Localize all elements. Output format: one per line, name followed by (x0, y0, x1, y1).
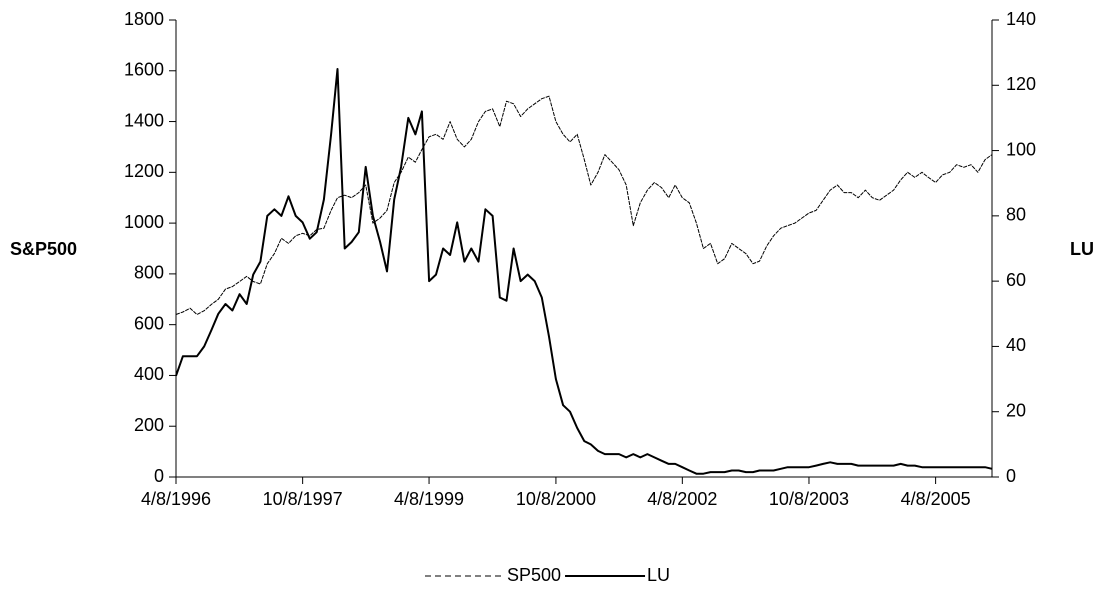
x-tick-label: 10/8/2000 (516, 489, 596, 509)
series-line (175, 68, 993, 475)
x-tick-label: 10/8/1997 (263, 489, 343, 509)
x-tick-label: 4/8/2002 (647, 489, 717, 509)
x-tick-label: 4/8/1996 (141, 489, 211, 509)
y-tick-label: 600 (134, 313, 164, 333)
y2-tick-label: 140 (1006, 9, 1036, 29)
y-tick-label: 1200 (124, 161, 164, 181)
y2-tick-label: 20 (1006, 400, 1026, 420)
y-tick-label: 1600 (124, 60, 164, 80)
x-tick-label: 4/8/2005 (901, 489, 971, 509)
y2-tick-label: 80 (1006, 205, 1026, 225)
x-tick-label: 4/8/1999 (394, 489, 464, 509)
y2-tick-label: 0 (1006, 466, 1016, 486)
x-tick-label: 10/8/2003 (769, 489, 849, 509)
y2-tick-label: 120 (1006, 74, 1036, 94)
y2-tick-label: 100 (1006, 139, 1036, 159)
y-tick-label: 400 (134, 364, 164, 384)
y-tick-label: 1800 (124, 9, 164, 29)
y2-tick-label: 60 (1006, 270, 1026, 290)
y2-tick-label: 40 (1006, 335, 1026, 355)
y-tick-label: 200 (134, 415, 164, 435)
y2-axis-title: LU (1070, 239, 1094, 259)
y-tick-label: 1400 (124, 110, 164, 130)
legend-label: SP500 (507, 565, 561, 585)
y-tick-label: 1000 (124, 212, 164, 232)
y-axis-title: S&P500 (10, 239, 77, 259)
y-tick-label: 800 (134, 263, 164, 283)
y-tick-label: 0 (154, 466, 164, 486)
legend-label: LU (647, 565, 670, 585)
series-line (175, 95, 993, 315)
